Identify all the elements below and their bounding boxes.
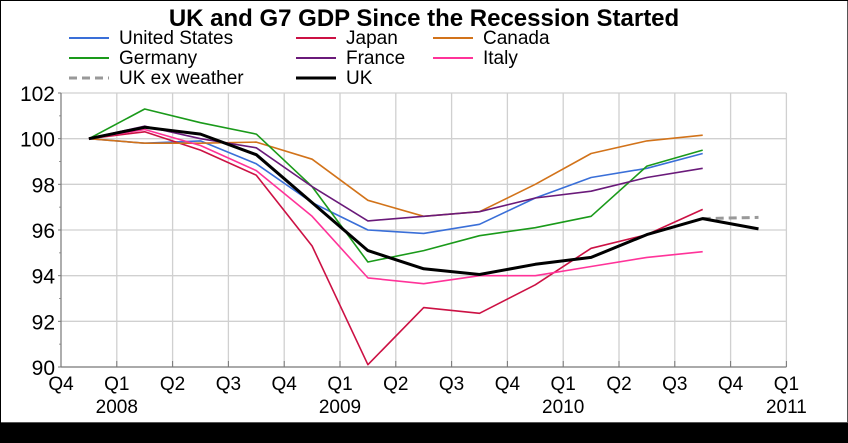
xyear-label-2011: 2011 bbox=[766, 397, 807, 418]
series-italy bbox=[88, 128, 703, 285]
legend-label-uk: UK bbox=[346, 68, 373, 89]
xyear-label-2010: 2010 bbox=[542, 397, 584, 418]
legend-item-japan: Japan bbox=[296, 28, 398, 49]
legend-item-germany: Germany bbox=[69, 48, 198, 69]
ytick-label-102: 102 bbox=[20, 83, 55, 106]
xtick-label-q4: Q4 bbox=[48, 374, 74, 395]
legend-label-canada: Canada bbox=[483, 28, 550, 49]
series-uk bbox=[88, 125, 759, 276]
series-line-united-states bbox=[88, 137, 703, 235]
xtick-label-q4: Q4 bbox=[272, 374, 298, 395]
series-line-france bbox=[88, 125, 703, 222]
series-germany bbox=[88, 108, 703, 263]
xyear-label-2009: 2009 bbox=[319, 397, 361, 418]
chart-title: UK and G7 GDP Since the Recession Starte… bbox=[169, 5, 679, 32]
ytick-label-90: 90 bbox=[32, 357, 55, 380]
xtick-label-q2: Q2 bbox=[606, 374, 631, 395]
series-line-uk-ex-weather bbox=[702, 215, 759, 221]
ytick-label-98: 98 bbox=[32, 174, 55, 197]
legend-item-uk: UK bbox=[296, 68, 373, 89]
legend-item-france: France bbox=[296, 48, 405, 69]
legend-item-italy: Italy bbox=[433, 48, 518, 69]
axes: 90 92 94 96 98 100 102 Q4 Q1 Q2 Q3 Q4 Q1 Q2 Q3 Q4 Q1 Q2 Q3… bbox=[20, 83, 807, 418]
legend: United States Japan Canada Germany France Ita… bbox=[69, 28, 550, 89]
ytick-label-100: 100 bbox=[20, 129, 55, 152]
legend-label-united-states: United States bbox=[119, 28, 233, 49]
grid bbox=[61, 92, 788, 367]
legend-item-uk-ex-weather: UK ex weather bbox=[69, 68, 244, 89]
legend-item-united-states: United States bbox=[69, 28, 233, 49]
xtick-label-q3: Q3 bbox=[662, 374, 687, 395]
xtick-label-q1: Q1 bbox=[774, 374, 799, 395]
series-line-italy bbox=[88, 128, 703, 285]
xtick-label-q2: Q2 bbox=[160, 374, 185, 395]
ytick-label-96: 96 bbox=[32, 220, 55, 243]
ytick-label-92: 92 bbox=[32, 311, 55, 334]
ytick-label-94: 94 bbox=[32, 266, 56, 289]
xtick-label-q1: Q1 bbox=[104, 374, 129, 395]
xtick-label-q2: Q2 bbox=[383, 374, 408, 395]
series-group bbox=[88, 108, 759, 366]
legend-label-italy: Italy bbox=[483, 48, 518, 69]
series-line-germany bbox=[88, 108, 703, 263]
line-chart: UK and G7 GDP Since the Recession Starte… bbox=[20, 5, 807, 418]
legend-label-france: France bbox=[346, 48, 405, 69]
xtick-label-q1: Q1 bbox=[327, 374, 352, 395]
xtick-label-q4: Q4 bbox=[495, 374, 521, 395]
legend-label-germany: Germany bbox=[119, 48, 198, 69]
legend-label-uk-ex-weather: UK ex weather bbox=[119, 68, 244, 89]
xtick-label-q4: Q4 bbox=[718, 374, 744, 395]
xtick-label-q3: Q3 bbox=[439, 374, 464, 395]
xyear-label-2008: 2008 bbox=[96, 397, 138, 418]
series-line-uk bbox=[88, 125, 759, 276]
legend-item-canada: Canada bbox=[433, 28, 550, 49]
series-uk-ex-weather bbox=[702, 215, 759, 221]
chart-canvas: UK and G7 GDP Since the Recession Starte… bbox=[1, 1, 848, 423]
legend-label-japan: Japan bbox=[346, 28, 398, 49]
xtick-label-q1: Q1 bbox=[551, 374, 576, 395]
series-line-japan bbox=[88, 131, 704, 366]
xtick-label-q3: Q3 bbox=[216, 374, 241, 395]
